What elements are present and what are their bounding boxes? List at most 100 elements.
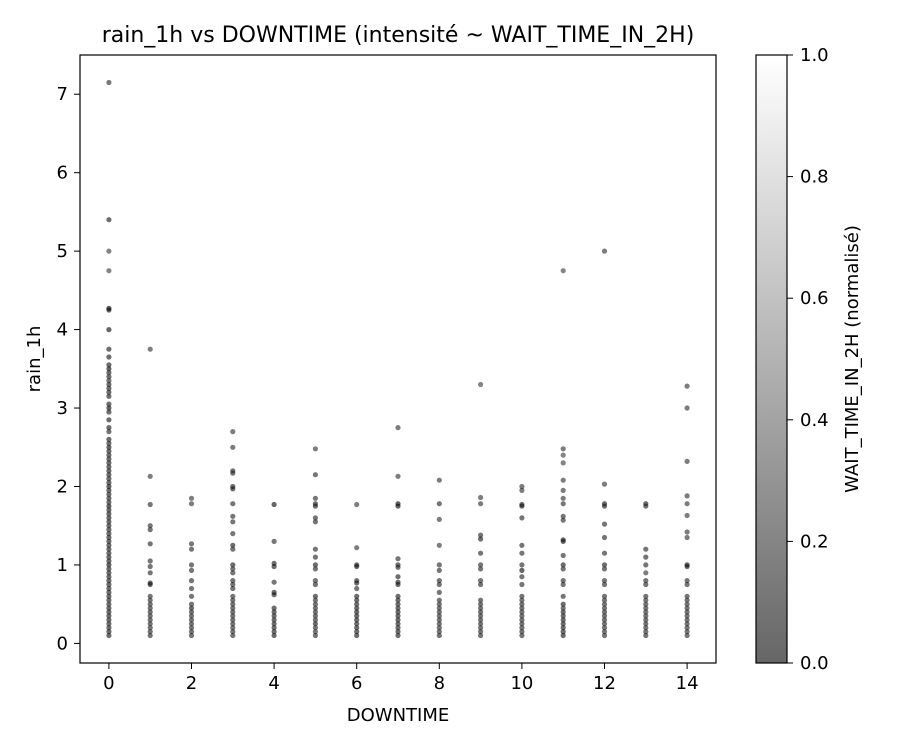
data-point bbox=[436, 613, 442, 619]
data-point bbox=[230, 486, 236, 492]
data-point bbox=[684, 597, 690, 603]
data-point bbox=[271, 625, 277, 631]
data-point bbox=[188, 632, 195, 639]
colorbar-frame bbox=[755, 54, 788, 664]
data-point bbox=[519, 487, 525, 493]
data-point bbox=[519, 562, 525, 568]
data-point bbox=[601, 617, 608, 623]
data-point bbox=[312, 578, 318, 584]
y-tick-label: 6 bbox=[57, 163, 68, 184]
data-point bbox=[519, 613, 525, 619]
data-point bbox=[478, 605, 484, 611]
data-point bbox=[106, 385, 112, 391]
data-point bbox=[560, 477, 566, 483]
data-point bbox=[560, 562, 566, 568]
data-point bbox=[684, 617, 690, 623]
data-point bbox=[560, 632, 566, 639]
chart-title: rain_1h vs DOWNTIME (intensité ~ WAIT_TI… bbox=[102, 23, 695, 48]
data-point bbox=[147, 601, 153, 607]
data-point bbox=[106, 562, 112, 568]
data-point bbox=[478, 381, 484, 388]
data-point bbox=[312, 597, 318, 603]
data-point bbox=[106, 629, 112, 635]
data-point bbox=[106, 378, 112, 384]
data-point bbox=[519, 542, 525, 548]
data-point bbox=[643, 617, 649, 623]
data-point bbox=[643, 546, 649, 552]
data-point bbox=[106, 409, 112, 415]
data-point bbox=[395, 617, 401, 623]
data-point bbox=[106, 491, 112, 497]
data-point bbox=[478, 536, 484, 542]
data-point bbox=[188, 621, 195, 627]
data-point bbox=[106, 550, 112, 556]
data-point bbox=[684, 601, 690, 607]
data-point bbox=[601, 629, 608, 635]
data-point bbox=[106, 546, 112, 552]
data-point bbox=[147, 597, 153, 603]
data-point bbox=[354, 609, 360, 615]
data-point bbox=[354, 625, 360, 631]
x-tick-label: 6 bbox=[351, 673, 362, 694]
data-point bbox=[106, 605, 112, 611]
data-point bbox=[560, 460, 566, 466]
data-point bbox=[354, 580, 360, 586]
data-point bbox=[643, 601, 649, 607]
colorbar-tick-label: 0.8 bbox=[800, 167, 829, 188]
data-point bbox=[601, 613, 608, 619]
data-point bbox=[312, 566, 318, 572]
data-point bbox=[147, 501, 153, 508]
data-point bbox=[230, 581, 236, 588]
data-point bbox=[478, 625, 484, 631]
data-point bbox=[147, 617, 153, 623]
x-tick-label: 8 bbox=[434, 673, 445, 694]
data-point bbox=[436, 578, 442, 584]
data-point bbox=[312, 632, 318, 639]
data-point bbox=[106, 574, 112, 580]
data-point bbox=[436, 621, 442, 627]
data-point bbox=[560, 605, 566, 611]
data-point bbox=[230, 562, 236, 568]
data-point bbox=[354, 585, 360, 592]
data-point bbox=[230, 570, 236, 576]
data-point bbox=[106, 625, 112, 631]
data-point bbox=[106, 519, 112, 525]
data-point bbox=[106, 538, 112, 545]
data-point bbox=[643, 629, 649, 635]
data-point bbox=[436, 601, 442, 607]
data-point bbox=[106, 217, 112, 223]
data-point bbox=[106, 440, 112, 446]
data-point bbox=[684, 621, 690, 627]
data-point bbox=[684, 512, 690, 519]
data-point bbox=[519, 617, 525, 623]
data-point bbox=[601, 578, 608, 584]
data-point bbox=[230, 501, 236, 507]
data-point bbox=[106, 534, 112, 541]
data-point bbox=[106, 523, 112, 529]
data-point bbox=[643, 503, 649, 509]
data-point bbox=[519, 632, 525, 639]
data-point bbox=[436, 632, 442, 639]
data-point bbox=[106, 366, 112, 372]
data-point bbox=[230, 519, 236, 525]
y-tick-label: 7 bbox=[57, 84, 68, 105]
data-point bbox=[395, 625, 401, 631]
data-point bbox=[519, 601, 525, 607]
data-point bbox=[106, 495, 112, 501]
colorbar-tick-label: 0.6 bbox=[800, 288, 829, 309]
data-point bbox=[147, 558, 153, 564]
data-point bbox=[643, 605, 649, 611]
x-tick-label: 0 bbox=[103, 673, 114, 694]
data-point bbox=[188, 578, 195, 584]
data-point bbox=[147, 523, 153, 529]
data-point bbox=[436, 605, 442, 611]
data-point bbox=[106, 362, 112, 368]
data-point bbox=[560, 517, 566, 523]
data-point bbox=[312, 503, 318, 509]
data-point bbox=[147, 609, 153, 615]
data-point bbox=[271, 538, 277, 545]
data-point bbox=[230, 566, 236, 572]
data-point bbox=[106, 327, 112, 333]
data-point bbox=[106, 417, 112, 423]
